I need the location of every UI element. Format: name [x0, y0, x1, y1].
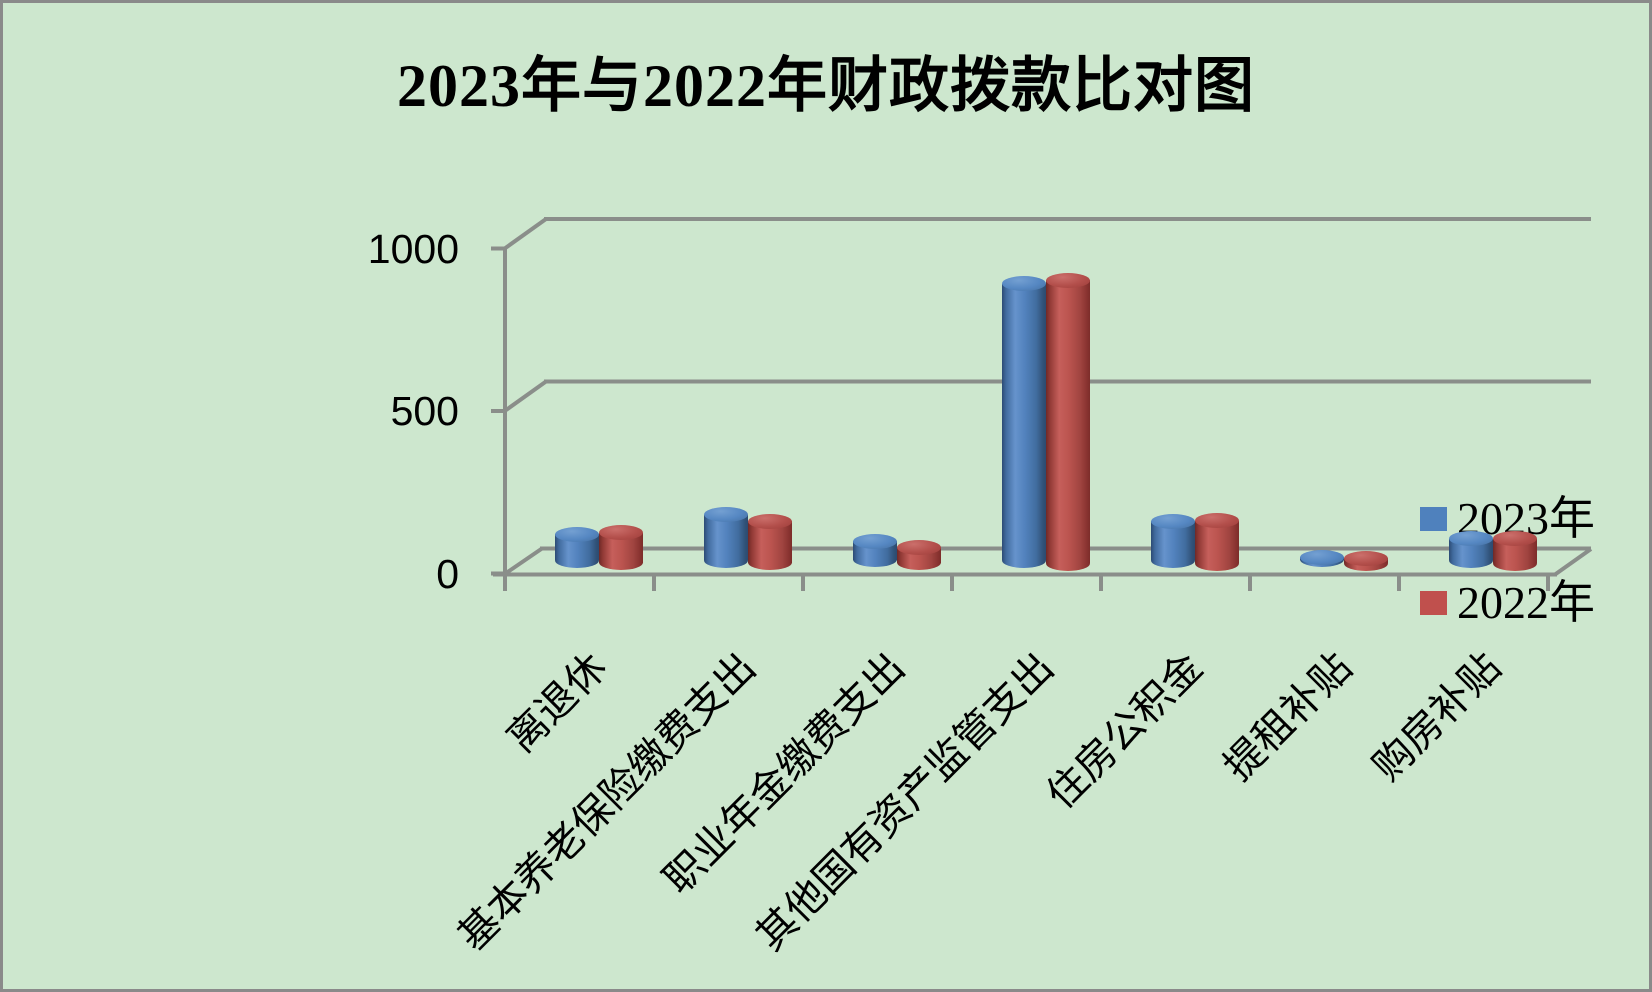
y-axis-tick-label-1000: 1000	[367, 225, 459, 272]
cylinder-top-face	[1150, 513, 1195, 529]
legend-item-2022: 2022年	[1420, 579, 1595, 627]
grid-500-diagonal	[502, 379, 548, 414]
bar-2023年-提租补贴	[1299, 549, 1344, 568]
plot-area	[3, 3, 1649, 989]
y-axis-tick-label-0: 0	[436, 550, 459, 597]
bar-2022年-其他国有资产监管支出	[1045, 272, 1090, 571]
bar-2022年-住房公积金	[1194, 513, 1239, 571]
bar-2023年-职业年金缴费支出	[852, 533, 897, 568]
cylinder-top-face	[1343, 550, 1388, 566]
cylinder-top-face	[1045, 272, 1090, 288]
bar-2022年-提租补贴	[1343, 550, 1388, 571]
bar-2023年-购房补贴	[1448, 531, 1493, 568]
cylinder-top-face	[598, 525, 643, 541]
floor-right-diagonal	[1553, 547, 1593, 577]
cylinder-top-face	[747, 513, 792, 529]
bar-2023年-离退休	[554, 526, 599, 568]
bar-2023年-基本养老保险缴费支出	[703, 507, 748, 568]
legend-swatch-2022	[1420, 591, 1447, 615]
cylinder-top-face	[896, 539, 941, 555]
cylinder-top-face	[1492, 531, 1537, 547]
chart-title: 2023年与2022年财政拨款比对图	[397, 53, 1255, 119]
legend-swatch-2023	[1420, 507, 1447, 531]
cylinder-top-face	[703, 507, 748, 522]
bar-2022年-职业年金缴费支出	[896, 539, 941, 571]
cylinder-body	[1045, 280, 1090, 563]
bar-2023年-其他国有资产监管支出	[1001, 276, 1046, 568]
legend-label-2022: 2022年	[1457, 577, 1595, 628]
cylinder-body	[1001, 283, 1046, 560]
grid-1000-diagonal	[502, 217, 548, 251]
cylinder-top-face	[1448, 531, 1493, 547]
bar-2022年-离退休	[598, 525, 643, 571]
cylinder-top-face	[1299, 549, 1344, 565]
y-axis-tick-label-500: 500	[390, 388, 459, 434]
cylinder-top-face	[852, 533, 897, 549]
floor-left-diagonal	[502, 546, 544, 577]
cylinder-top-face	[554, 526, 599, 542]
bar-2022年-基本养老保险缴费支出	[747, 513, 792, 571]
cylinder-body	[703, 514, 748, 560]
cylinder-top-face	[1001, 276, 1046, 292]
cylinder-top-face	[1194, 513, 1239, 529]
bar-2023年-住房公积金	[1150, 513, 1195, 568]
bar-2022年-购房补贴	[1492, 531, 1537, 571]
